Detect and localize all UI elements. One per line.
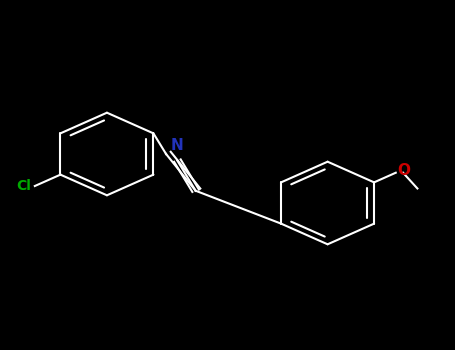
Text: Cl: Cl [16, 179, 31, 193]
Text: O: O [398, 163, 410, 178]
Text: N: N [171, 138, 184, 153]
